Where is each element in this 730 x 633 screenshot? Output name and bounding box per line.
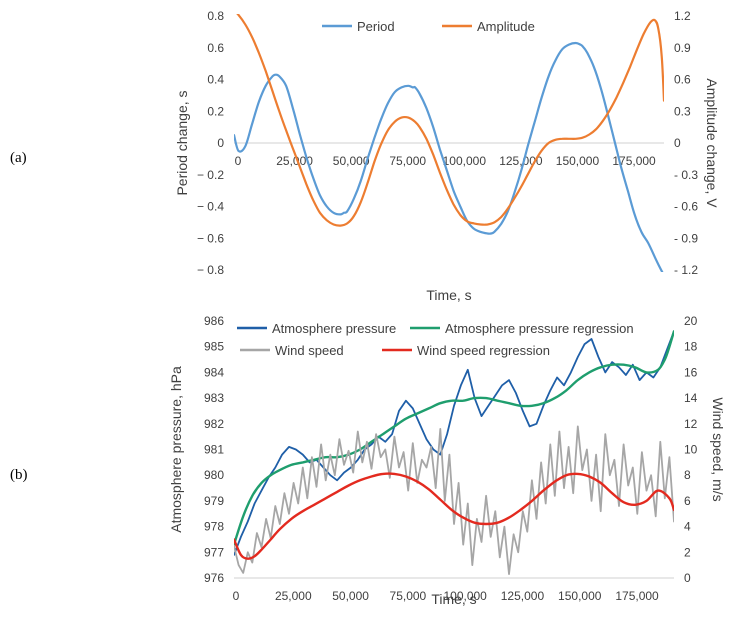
series-line-atmosphere-pressure-regression — [234, 330, 674, 546]
x-tick-label: 125,000 — [499, 154, 543, 168]
y-right-tick-label: 10 — [684, 443, 698, 457]
y-left-tick-label: − 0.8 — [197, 263, 224, 277]
y-right-tick-label: 20 — [684, 314, 698, 328]
y-right-tick-label: 12 — [684, 417, 698, 431]
y-right-tick-label: - 1.2 — [674, 263, 698, 277]
y-left-tick-label: 985 — [204, 340, 224, 354]
x-tick-label: 0 — [235, 154, 242, 168]
x-axis-title: Time, s — [431, 591, 476, 607]
legend-label-wind-speed-regression: Wind speed regression — [417, 343, 550, 358]
y-left-tick-label: 0.4 — [207, 73, 224, 87]
series-line-wind-speed — [234, 425, 674, 575]
y-right-tick-label: 2 — [684, 545, 691, 559]
y-right-tick-label: 6 — [684, 494, 691, 508]
x-tick-label: 100,000 — [443, 589, 487, 603]
y-left-tick-label: − 0.2 — [197, 168, 224, 182]
y-left-tick-label: 982 — [204, 417, 224, 431]
x-tick-label: 25,000 — [276, 154, 313, 168]
x-tick-label: 75,000 — [389, 154, 426, 168]
legend-label-atmosphere-pressure: Atmosphere pressure — [272, 321, 396, 336]
y-left-axis-title: Atmosphere pressure, hPa — [168, 366, 184, 533]
y-left-tick-label: 0.2 — [207, 104, 224, 118]
y-right-tick-label: - 0.6 — [674, 200, 698, 214]
x-tick-label: 150,000 — [558, 589, 602, 603]
y-right-tick-label: 4 — [684, 520, 691, 534]
x-tick-label: 100,000 — [443, 154, 487, 168]
y-left-tick-label: 976 — [204, 571, 224, 585]
y-right-tick-label: 0 — [674, 136, 681, 150]
x-tick-label: 175,000 — [615, 589, 659, 603]
series-line-amplitude — [236, 14, 664, 227]
x-tick-label: 0 — [233, 589, 240, 603]
y-left-tick-label: 986 — [204, 314, 224, 328]
y-right-tick-label: 0 — [684, 571, 691, 585]
plot-area — [234, 14, 664, 272]
x-tick-label: 50,000 — [333, 154, 370, 168]
series-line-wind-speed-regression — [234, 472, 674, 560]
y-left-axis-title: Period change, s — [174, 90, 190, 195]
y-right-tick-label: 0.3 — [674, 104, 691, 118]
y-left-tick-label: − 0.6 — [197, 231, 224, 245]
y-right-axis-title: Amplitude change, V — [704, 78, 720, 208]
series-line-atmosphere-pressure — [234, 330, 674, 556]
panel-label-b: (b) — [10, 467, 28, 483]
y-left-tick-label: 980 — [204, 468, 224, 482]
legend-label-atmosphere-pressure-regression: Atmosphere pressure regression — [445, 321, 634, 336]
x-tick-label: 125,000 — [501, 589, 545, 603]
y-left-tick-label: 977 — [204, 545, 224, 559]
y-right-tick-label: 18 — [684, 340, 698, 354]
y-left-tick-label: 0.8 — [207, 9, 224, 23]
plot-area — [234, 330, 674, 575]
y-right-tick-label: - 0.9 — [674, 231, 698, 245]
y-left-tick-label: 979 — [204, 494, 224, 508]
y-right-tick-label: 0.6 — [674, 73, 691, 87]
x-tick-label: 175,000 — [612, 154, 656, 168]
x-tick-label: 25,000 — [275, 589, 312, 603]
x-tick-label: 150,000 — [556, 154, 600, 168]
y-right-tick-label: - 0.3 — [674, 168, 698, 182]
series-line-period — [234, 41, 664, 272]
x-tick-label: 75,000 — [390, 589, 427, 603]
legend-label-period: Period — [357, 19, 395, 34]
y-right-tick-label: 14 — [684, 391, 698, 405]
x-axis-title: Time, s — [426, 287, 471, 303]
y-left-tick-label: 0 — [217, 136, 224, 150]
y-right-tick-label: 0.9 — [674, 41, 691, 55]
y-left-tick-label: 981 — [204, 443, 224, 457]
y-left-tick-label: − 0.4 — [197, 200, 224, 214]
y-left-tick-label: 983 — [204, 391, 224, 405]
y-right-tick-label: 8 — [684, 468, 691, 482]
y-right-tick-label: 1.2 — [674, 9, 691, 23]
legend-label-wind-speed: Wind speed — [275, 343, 344, 358]
chart-b: 9869859849839829819809799789779762018161… — [168, 314, 726, 607]
panel-label-a: (a) — [10, 150, 27, 166]
y-right-axis-title: Wind speed, m/s — [710, 397, 726, 501]
chart-a: 0.8 0.6 0.4 0.2 0 − 0.2 − 0.4 − 0.6 − 0.8 1.2 0.9 0… — [174, 9, 720, 303]
y-left-tick-label: 978 — [204, 520, 224, 534]
x-tick-label: 50,000 — [332, 589, 369, 603]
y-left-tick-label: 0.6 — [207, 41, 224, 55]
y-left-tick-label: 984 — [204, 365, 224, 379]
y-right-tick-label: 16 — [684, 365, 698, 379]
legend-label-amplitude: Amplitude — [477, 19, 535, 34]
